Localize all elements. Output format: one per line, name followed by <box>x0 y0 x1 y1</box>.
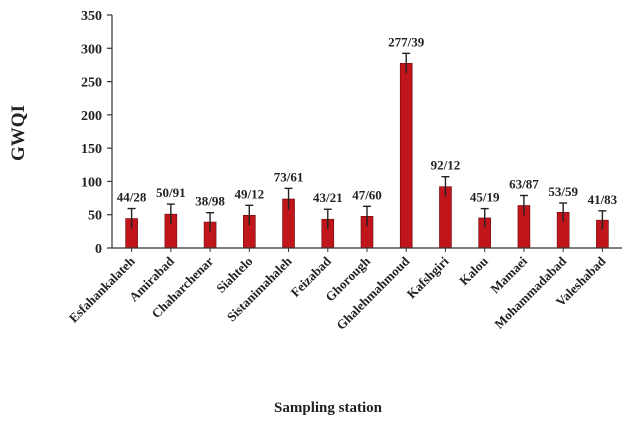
y-tick-label: 150 <box>81 142 102 157</box>
data-labels: 44/28 50/91 38/98 49/12 73/61 43/21 47/60 277/3… <box>117 34 618 208</box>
x-tick-label: Esfahankalateh <box>66 253 138 325</box>
x-tick-label: Kalou <box>456 254 491 289</box>
y-tick-label: 100 <box>81 175 102 190</box>
data-label: 43/21 <box>313 190 343 205</box>
y-tick-label: 350 <box>81 9 102 24</box>
error-bars <box>127 52 607 232</box>
y-tick-label: 300 <box>81 42 102 57</box>
y-tick-label: 50 <box>88 209 102 224</box>
data-label: 53/59 <box>548 184 578 199</box>
bar <box>399 63 413 249</box>
x-axis: EsfahankalatehAmirabadChaharchenarSiahte… <box>66 247 622 333</box>
data-label: 41/83 <box>588 192 618 207</box>
data-label: 49/12 <box>234 186 264 201</box>
data-label: 50/91 <box>156 185 186 200</box>
bars <box>125 63 609 249</box>
y-tick-label: 200 <box>81 109 102 124</box>
data-label: 63/87 <box>509 176 539 191</box>
data-label: 92/12 <box>431 158 461 173</box>
x-tick-label: Ghalehmahmoud <box>333 253 413 333</box>
y-axis: 0 50 100 150 200 250 300 350 <box>81 9 113 257</box>
x-axis-title: Sampling station <box>274 400 383 416</box>
y-axis-title: GWQI <box>8 105 29 161</box>
data-label: 73/61 <box>274 169 304 184</box>
data-label: 38/98 <box>195 194 225 209</box>
y-tick-label: 250 <box>81 76 102 91</box>
data-label: 44/28 <box>117 190 147 205</box>
y-tick-label: 0 <box>95 242 102 257</box>
data-label: 277/39 <box>388 34 425 49</box>
data-label: 47/60 <box>352 187 382 202</box>
x-tick-label: Kafshgiri <box>404 253 452 301</box>
data-label: 45/19 <box>470 190 500 205</box>
